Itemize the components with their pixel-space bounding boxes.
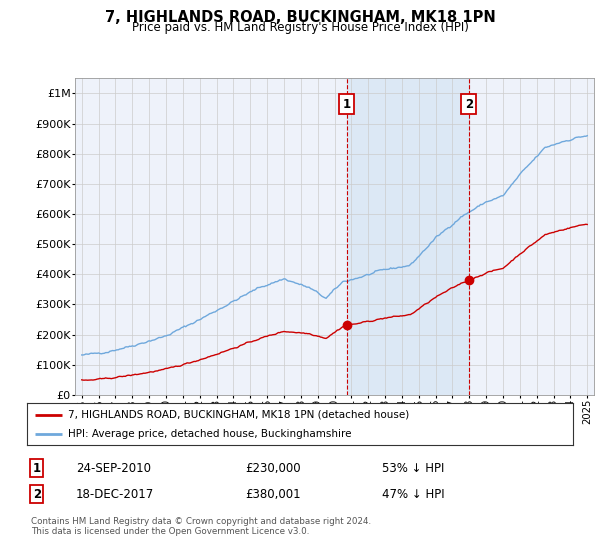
Bar <box>347 78 469 395</box>
Text: Contains HM Land Registry data © Crown copyright and database right 2024.
This d: Contains HM Land Registry data © Crown c… <box>31 517 371 536</box>
Text: £230,000: £230,000 <box>245 461 301 475</box>
Text: 7, HIGHLANDS ROAD, BUCKINGHAM, MK18 1PN (detached house): 7, HIGHLANDS ROAD, BUCKINGHAM, MK18 1PN … <box>68 409 409 419</box>
Text: 53% ↓ HPI: 53% ↓ HPI <box>382 461 444 475</box>
Text: 2: 2 <box>465 97 473 110</box>
Text: 1: 1 <box>343 97 350 110</box>
Text: 1: 1 <box>33 461 41 475</box>
Text: Price paid vs. HM Land Registry's House Price Index (HPI): Price paid vs. HM Land Registry's House … <box>131 21 469 34</box>
Text: 24-SEP-2010: 24-SEP-2010 <box>76 461 151 475</box>
Text: £380,001: £380,001 <box>245 488 301 501</box>
Text: HPI: Average price, detached house, Buckinghamshire: HPI: Average price, detached house, Buck… <box>68 429 352 439</box>
Text: 47% ↓ HPI: 47% ↓ HPI <box>382 488 445 501</box>
Text: 2: 2 <box>33 488 41 501</box>
Text: 18-DEC-2017: 18-DEC-2017 <box>76 488 154 501</box>
Text: 7, HIGHLANDS ROAD, BUCKINGHAM, MK18 1PN: 7, HIGHLANDS ROAD, BUCKINGHAM, MK18 1PN <box>104 10 496 25</box>
